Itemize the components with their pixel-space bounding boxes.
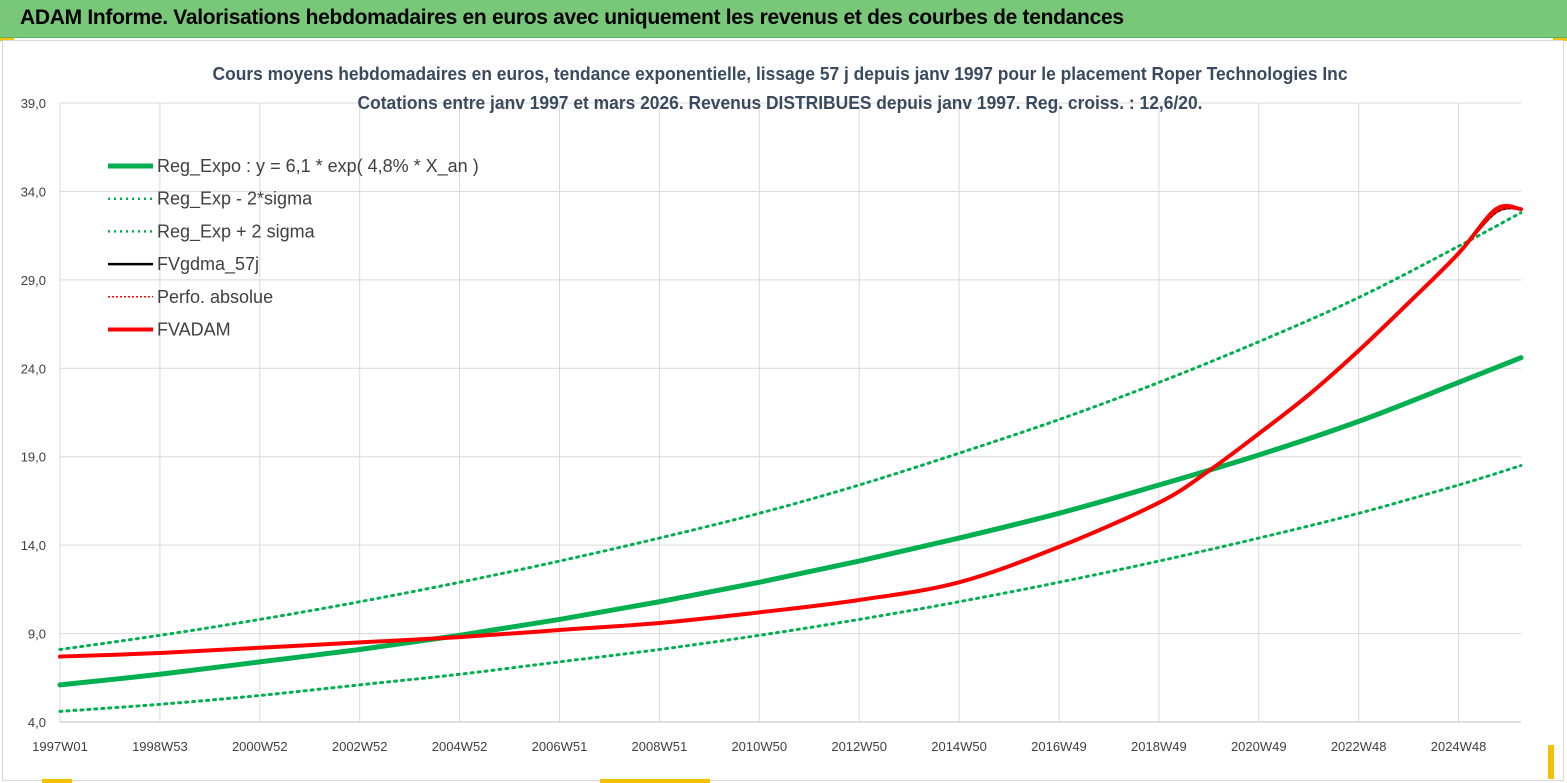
- legend-label: Reg_Exp - 2*sigma: [157, 189, 313, 210]
- x-tick-label: 2008W51: [632, 739, 688, 754]
- chart-subtitle: Cotations entre janv 1997 et mars 2026. …: [358, 93, 1203, 113]
- x-tick-label: 2024W48: [1431, 739, 1487, 754]
- x-tick-label: 2006W51: [532, 739, 588, 754]
- legend-label: FVADAM: [157, 320, 231, 340]
- gridlines: [59, 102, 1521, 723]
- y-tick-label: 39,0: [21, 96, 46, 111]
- y-tick-label: 34,0: [21, 184, 46, 199]
- x-tick-label: 2002W52: [332, 739, 388, 754]
- x-tick-label: 1997W01: [32, 739, 88, 754]
- report-banner: ADAM Informe. Valorisations hebdomadaire…: [0, 0, 1567, 38]
- series-line-perfo-absolue: [59, 207, 1522, 658]
- x-tick-label: 2020W49: [1231, 739, 1287, 754]
- y-tick-label: 19,0: [21, 450, 46, 465]
- series-line-reg-expo: [57, 355, 1524, 688]
- report-title: ADAM Informe. Valorisations hebdomadaire…: [20, 6, 1124, 29]
- x-tick-label: 2016W49: [1031, 739, 1087, 754]
- bottom-tab-right: [1548, 745, 1554, 779]
- x-tick-label: 2018W49: [1131, 739, 1187, 754]
- x-axis-ticks: 1997W01 1998W53 2000W52 2002W52 2004W52 2006W…: [32, 739, 1486, 754]
- x-tick-label: 2010W50: [731, 739, 787, 754]
- x-tick-label: 2012W50: [831, 739, 887, 754]
- bottom-tab-left: [42, 779, 72, 783]
- y-tick-label: 14,0: [21, 538, 46, 553]
- legend-label: Perfo. absolue: [157, 287, 273, 307]
- x-tick-label: 2004W52: [432, 739, 488, 754]
- series-lines: [57, 203, 1524, 713]
- x-tick-label: 2014W50: [931, 739, 987, 754]
- y-tick-label: 9,0: [28, 627, 46, 642]
- legend-label: FVgdma_57j: [157, 254, 259, 275]
- chart-area: [2, 40, 1564, 781]
- x-tick-label: 2000W52: [232, 739, 288, 754]
- legend-label: Reg_Expo : y = 6,1 * exp( 4,8% * X_an ): [157, 156, 479, 177]
- series-line-fvgdma: [59, 207, 1522, 658]
- legend-label: Reg_Exp + 2 sigma: [157, 221, 316, 242]
- corner-mark-left: [0, 38, 14, 41]
- legend: Reg_Expo : y = 6,1 * exp( 4,8% * X_an ) R…: [108, 156, 479, 340]
- x-tick-label: 1998W53: [132, 739, 188, 754]
- y-tick-label: 29,0: [21, 273, 46, 288]
- chart-title: Cours moyens hebdomadaires en euros, ten…: [213, 64, 1348, 84]
- y-tick-label: 24,0: [21, 361, 46, 376]
- corner-mark-right: [1553, 38, 1567, 41]
- series-line-reg-plus-2sigma: [58, 211, 1523, 651]
- y-axis-ticks: 4,0 9,0 14,0 19,0 24,0 29,0 34,0 39,0: [21, 96, 46, 730]
- y-tick-label: 4,0: [28, 715, 46, 730]
- bottom-tab-mid: [600, 779, 710, 783]
- series-line-fvadam: [58, 203, 1523, 659]
- x-tick-label: 2022W48: [1331, 739, 1387, 754]
- series-line-reg-minus-2sigma: [58, 464, 1523, 713]
